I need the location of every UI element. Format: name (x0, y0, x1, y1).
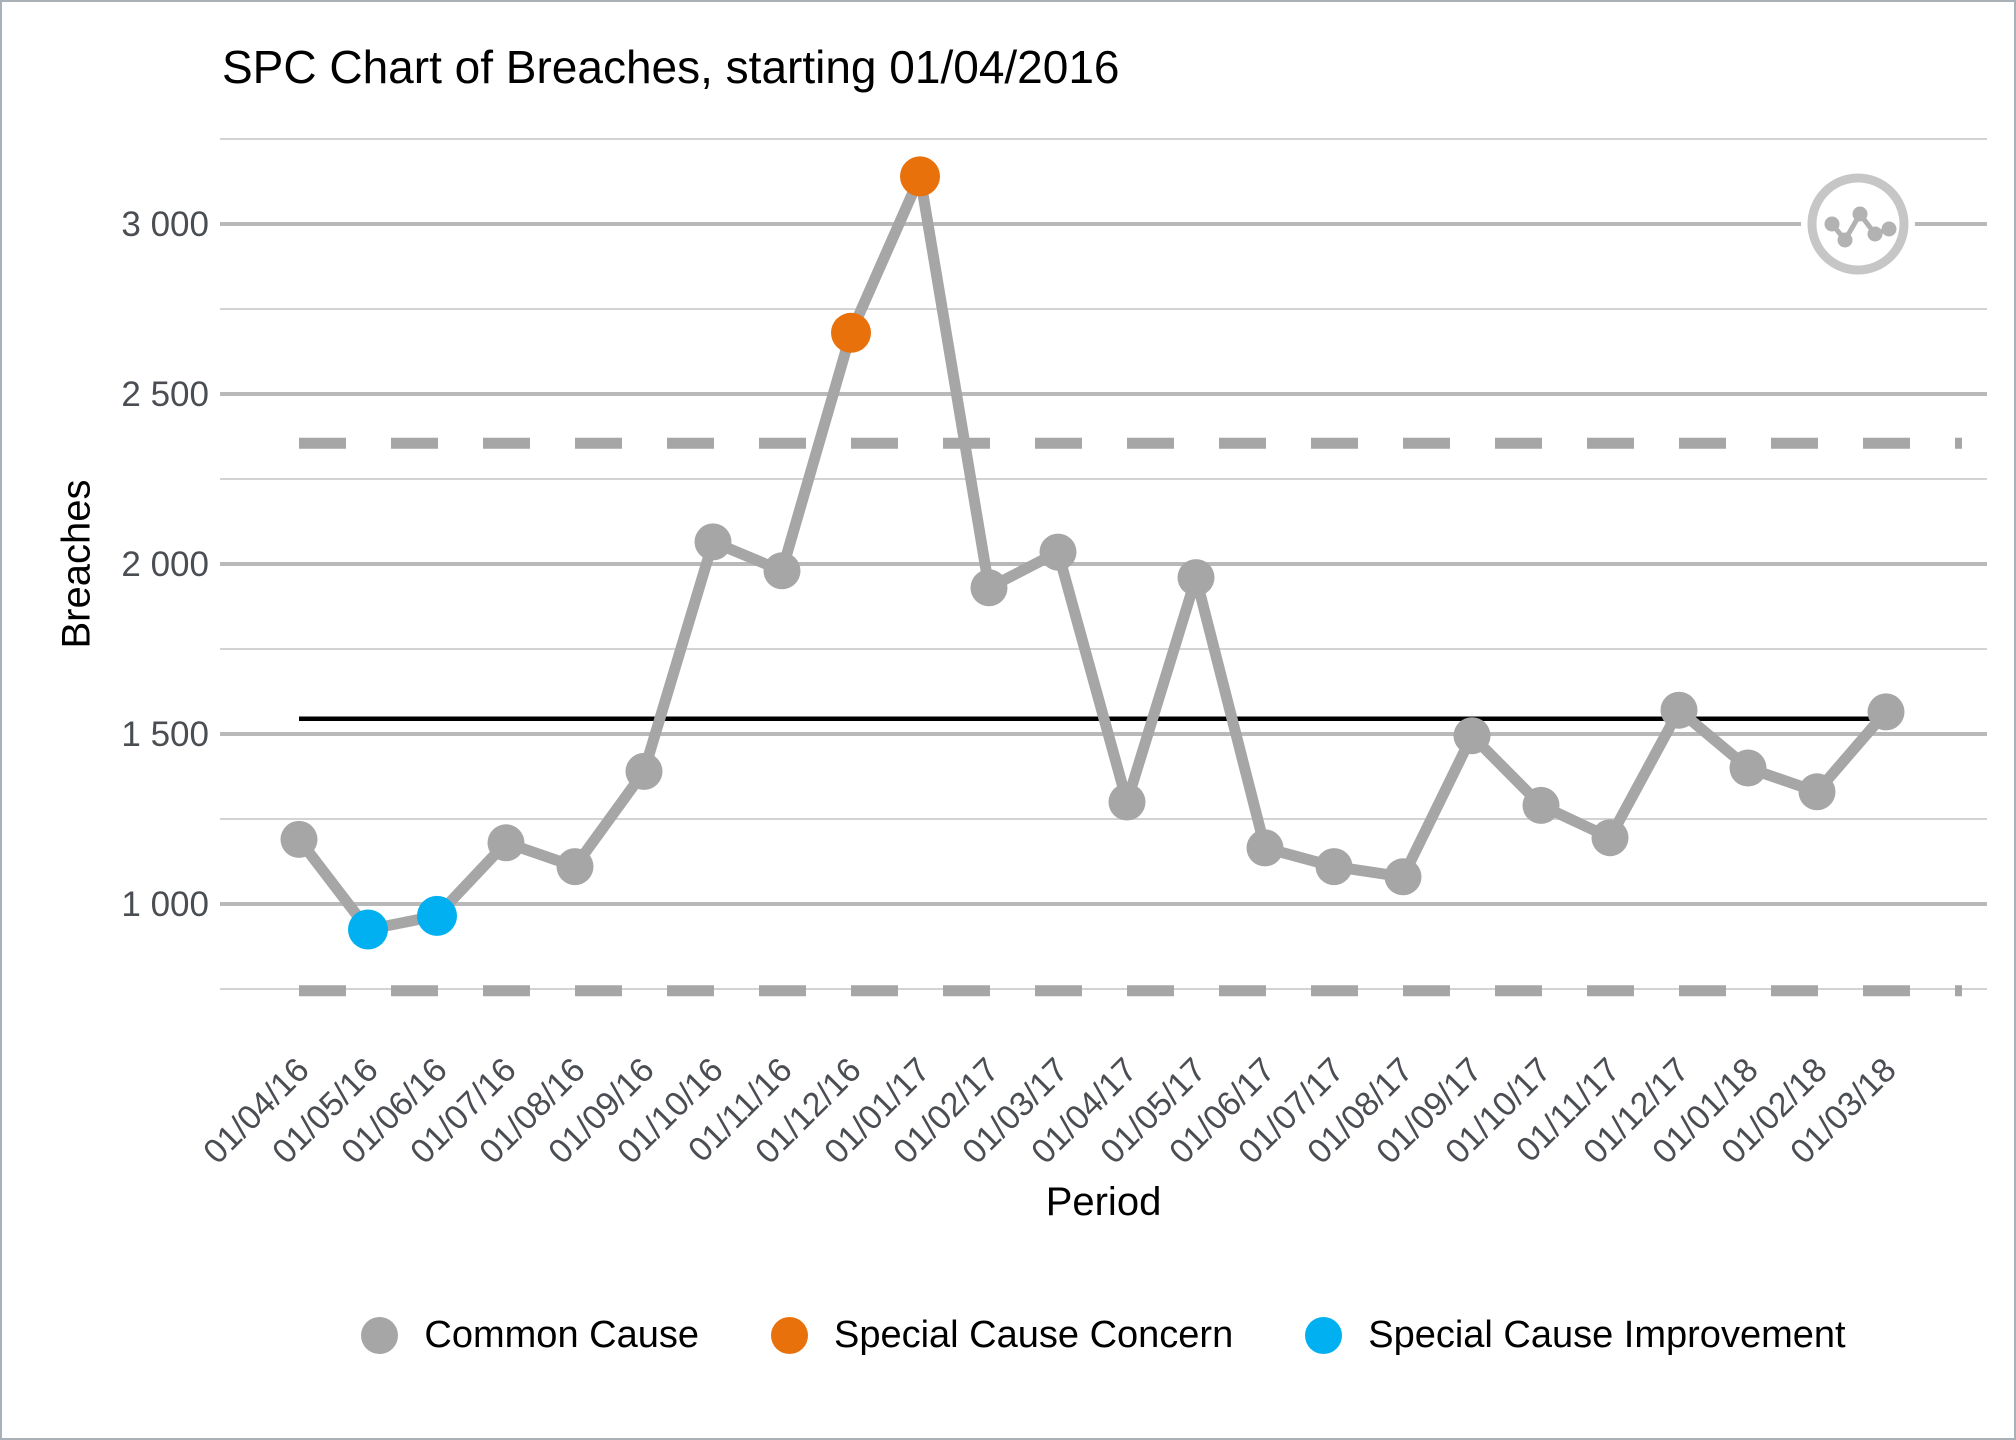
data-point-common (1453, 717, 1491, 755)
legend-label: Common Cause (424, 1313, 699, 1356)
data-point-common (1246, 829, 1284, 867)
breaches-line (293, 170, 1892, 935)
data-point-common (1177, 559, 1215, 597)
y-tick-label: 3 000 (121, 205, 209, 244)
special-cause-concern-dot-icon (770, 1316, 808, 1354)
y-tick-label: 1 500 (121, 715, 209, 754)
y-tick-label: 1 000 (121, 885, 209, 924)
data-point-common (625, 752, 663, 790)
data-point-improvement (417, 895, 457, 936)
legend-item-special-cause-concern: Special Cause Concern (770, 1313, 1234, 1357)
data-point-improvement (348, 909, 388, 950)
data-point-common (1591, 819, 1629, 857)
data-point-common (556, 848, 594, 886)
data-point-common (694, 523, 732, 561)
data-point-common (1729, 749, 1767, 787)
line-chart-icon-dot (1837, 232, 1853, 248)
line-chart-icon-dot (1824, 216, 1840, 232)
legend: Common Cause Special Cause Concern Speci… (220, 1305, 1987, 1365)
data-point-common (1522, 786, 1560, 824)
data-point-common (1108, 783, 1146, 821)
line-chart-icon-dot (1881, 221, 1897, 237)
data-point-common (970, 569, 1008, 607)
data-point-common (763, 552, 801, 590)
special-cause-improvement-dot-icon (1305, 1316, 1343, 1354)
line-chart-icon-dot (1852, 206, 1868, 222)
data-point-common (280, 820, 318, 858)
data-point-common (1798, 773, 1836, 811)
data-point-common (1867, 693, 1905, 731)
legend-label: Special Cause Concern (833, 1313, 1234, 1356)
data-point-concern (900, 156, 940, 197)
y-axis-title: Breaches (54, 479, 99, 649)
data-point-common (1660, 691, 1698, 729)
data-point-concern (831, 312, 871, 353)
y-tick-label: 2 000 (121, 545, 209, 584)
data-point-common (1039, 533, 1077, 571)
data-point-common (1384, 858, 1422, 896)
legend-item-special-cause-improvement: Special Cause Improvement (1305, 1313, 1846, 1357)
line-chart-icon (1807, 173, 1909, 275)
data-point-common (487, 824, 525, 862)
data-point-common (1315, 848, 1353, 886)
legend-item-common-cause: Common Cause (361, 1314, 699, 1357)
x-axis-title: Period (1045, 1180, 1162, 1224)
legend-label: Special Cause Improvement (1368, 1313, 1846, 1356)
y-tick-label: 2 500 (121, 375, 209, 414)
common-cause-dot-icon (361, 1316, 399, 1354)
line-chart-icon-dot (1867, 226, 1883, 242)
chart-title: SPC Chart of Breaches, starting 01/04/20… (222, 41, 1120, 93)
